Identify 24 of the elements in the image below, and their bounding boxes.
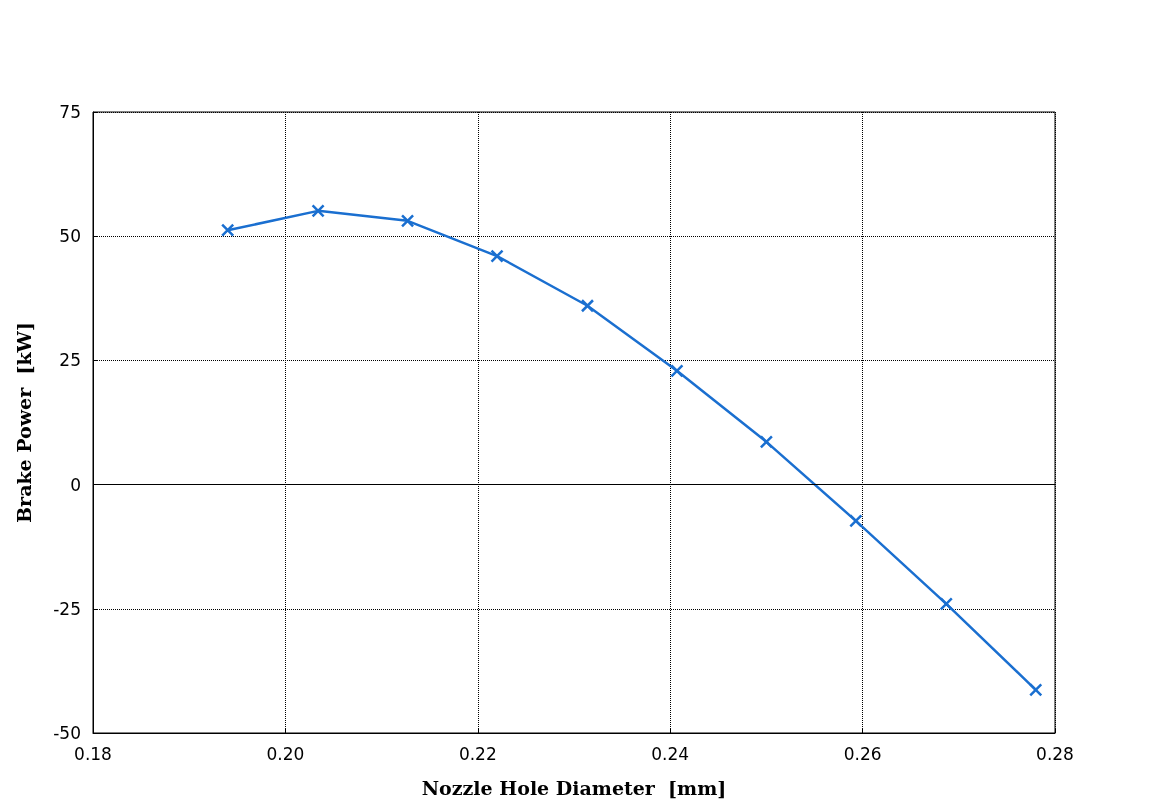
x-tick-label: 0.18	[74, 743, 112, 764]
point	[939, 597, 954, 611]
x-tick-label: 0.24	[651, 743, 690, 764]
y-axis-title: Brake Power [kW]	[12, 322, 35, 523]
point	[311, 204, 325, 218]
y-tick-label: -25	[53, 598, 81, 619]
y-tick-label: 0	[70, 474, 81, 495]
point	[849, 514, 863, 528]
x-tick-label: 0.22	[458, 743, 497, 764]
x-tick-label: 0.26	[843, 743, 882, 764]
x-tick-label: 0.28	[1036, 743, 1074, 764]
y-tick-label: 25	[59, 350, 81, 371]
y-tick-label: -50	[53, 723, 81, 743]
y-tick-label: 50	[59, 226, 81, 247]
point	[670, 364, 684, 378]
point	[220, 223, 235, 237]
point	[1029, 683, 1043, 697]
x-tick-label: 0.20	[266, 743, 305, 764]
y-tick-label: 75	[59, 102, 81, 122]
point	[759, 435, 774, 449]
point	[580, 299, 595, 313]
point	[400, 214, 415, 228]
x-axis-title: Nozzle Hole Diameter [mm]	[421, 776, 727, 799]
point	[490, 249, 504, 263]
